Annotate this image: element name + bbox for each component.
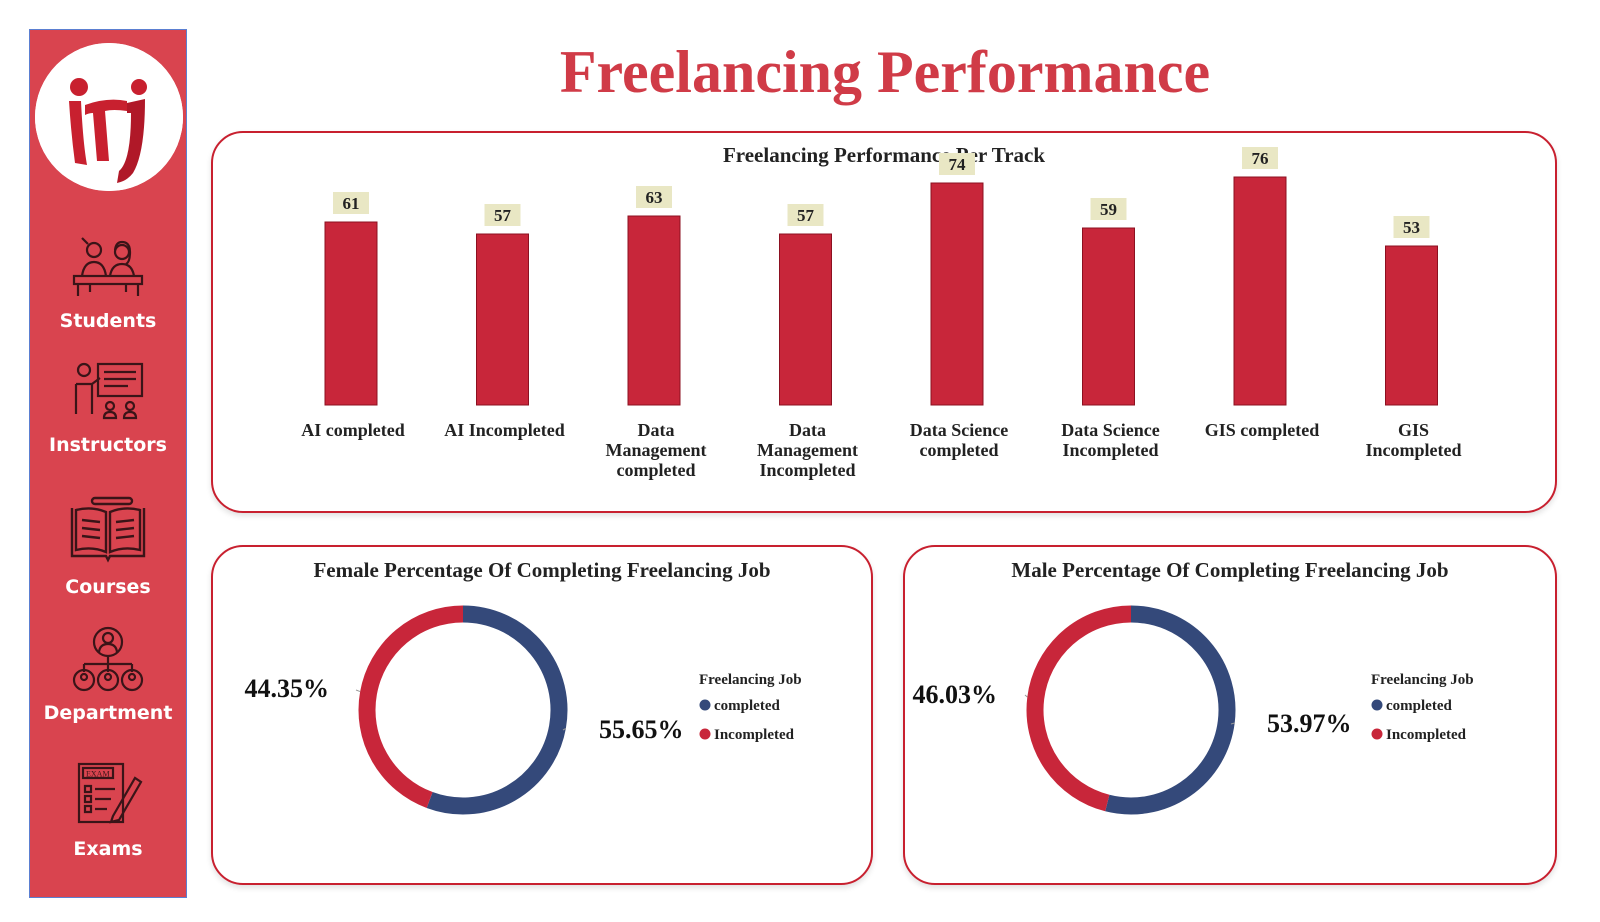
slice-label: 44.35% — [245, 674, 330, 703]
tick-label: completed — [920, 440, 999, 460]
students-icon — [72, 237, 144, 296]
slice-label: 55.65% — [599, 715, 684, 744]
tick-label: Incompleted — [760, 460, 856, 480]
legend-swatch — [1371, 699, 1383, 711]
data-label: 57 — [494, 206, 512, 225]
bar — [627, 215, 681, 406]
legend-swatch — [699, 699, 711, 711]
tick-label: GIS — [1398, 420, 1429, 440]
data-label: 63 — [646, 188, 663, 207]
tick-label: completed — [617, 460, 696, 480]
sidebar-item-label: Exams — [73, 838, 143, 860]
tick-label: AI completed — [301, 420, 404, 440]
bar-chart-panel: Freelancing Performance Per Track 61 AI c… — [211, 131, 1557, 513]
bar — [1385, 245, 1438, 406]
sidebar-item-courses[interactable]: Courses — [30, 496, 186, 598]
data-label: 76 — [1252, 149, 1269, 168]
sidebar-item-students[interactable]: Students — [30, 236, 186, 332]
open-book-icon — [70, 496, 146, 563]
exam-paper-icon: EXAM — [77, 762, 143, 824]
tick-label: Data — [638, 420, 675, 440]
tick-label: Management — [606, 440, 707, 460]
leader-line — [1024, 694, 1028, 698]
legend-label: Incompleted — [714, 727, 795, 743]
legend-title: Freelancing Job — [699, 672, 802, 688]
bar — [1233, 176, 1287, 406]
sidebar-item-exams[interactable]: EXAM Exams — [30, 760, 186, 860]
legend-title: Freelancing Job — [1371, 672, 1474, 688]
data-label-bg — [1090, 198, 1127, 220]
leader-line — [562, 728, 567, 731]
male-donut-chart: 53.97% 46.03% Freelancing Job completed Inco… — [913, 605, 1474, 815]
data-label-bg — [484, 204, 521, 226]
bar-chart-title: Freelancing Performance Per Track — [722, 143, 1046, 167]
svg-text:EXAM: EXAM — [86, 770, 110, 779]
iti-logo-icon[interactable] — [35, 43, 183, 191]
sidebar-item-department[interactable]: Department — [30, 626, 186, 724]
donut-slice — [1026, 605, 1132, 812]
data-label: 57 — [797, 206, 815, 225]
data-label: 61 — [343, 194, 360, 213]
data-label-bg — [333, 192, 369, 214]
legend-swatch — [699, 728, 711, 740]
data-label-bg — [1393, 216, 1430, 238]
bar — [779, 233, 832, 406]
sidebar-item-label: Courses — [65, 576, 151, 598]
male-donut-title: Male Percentage Of Completing Freelancin… — [1011, 558, 1449, 582]
org-chart-icon — [72, 626, 144, 692]
donut-slice — [358, 605, 464, 808]
legend-label: completed — [1386, 698, 1452, 714]
page-title: Freelancing Performance — [559, 39, 1211, 105]
sidebar-item-label: Students — [59, 310, 157, 332]
bar — [476, 233, 529, 406]
data-label-bg — [636, 186, 672, 208]
donut-slice — [426, 605, 568, 815]
female-donut-panel: Female Percentage Of Completing Freelanc… — [211, 545, 873, 885]
legend-swatch — [1371, 728, 1383, 740]
sidebar-item-label: Instructors — [49, 434, 167, 456]
tick-label: Management — [757, 440, 858, 460]
data-label: 59 — [1100, 200, 1117, 219]
slice-label: 53.97% — [1267, 709, 1352, 738]
data-label: 74 — [949, 155, 967, 174]
sidebar: Students Instructors Courses Department — [29, 29, 187, 898]
tick-label: Incompleted — [1063, 440, 1159, 460]
female-donut-title: Female Percentage Of Completing Freelanc… — [313, 558, 771, 582]
instructor-board-icon — [74, 362, 144, 420]
donut-slice — [1105, 605, 1236, 815]
data-label-bg — [939, 153, 975, 175]
tick-label: Incompleted — [1366, 440, 1462, 460]
male-donut-panel: Male Percentage Of Completing Freelancin… — [903, 545, 1557, 885]
sidebar-item-label: Department — [43, 702, 173, 724]
slice-label: 46.03% — [913, 680, 998, 709]
female-donut-chart: 55.65% 44.35% Freelancing Job completed Inco… — [245, 605, 802, 815]
data-label-bg — [1242, 147, 1278, 169]
legend-label: Incompleted — [1386, 727, 1467, 743]
tick-label: Data Science — [910, 420, 1008, 440]
sidebar-item-instructors[interactable]: Instructors — [30, 360, 186, 456]
data-label-bg — [787, 204, 824, 226]
leader-line — [355, 689, 361, 693]
bar — [1082, 227, 1135, 406]
tick-label: Data — [789, 420, 826, 440]
data-label: 53 — [1403, 218, 1420, 237]
tick-label: Data Science — [1061, 420, 1159, 440]
bar — [930, 182, 984, 406]
legend-label: completed — [714, 698, 780, 714]
bar — [324, 221, 378, 406]
tick-label: GIS completed — [1205, 420, 1320, 440]
leader-line — [1230, 722, 1235, 725]
tick-label: AI Incompleted — [444, 420, 565, 440]
